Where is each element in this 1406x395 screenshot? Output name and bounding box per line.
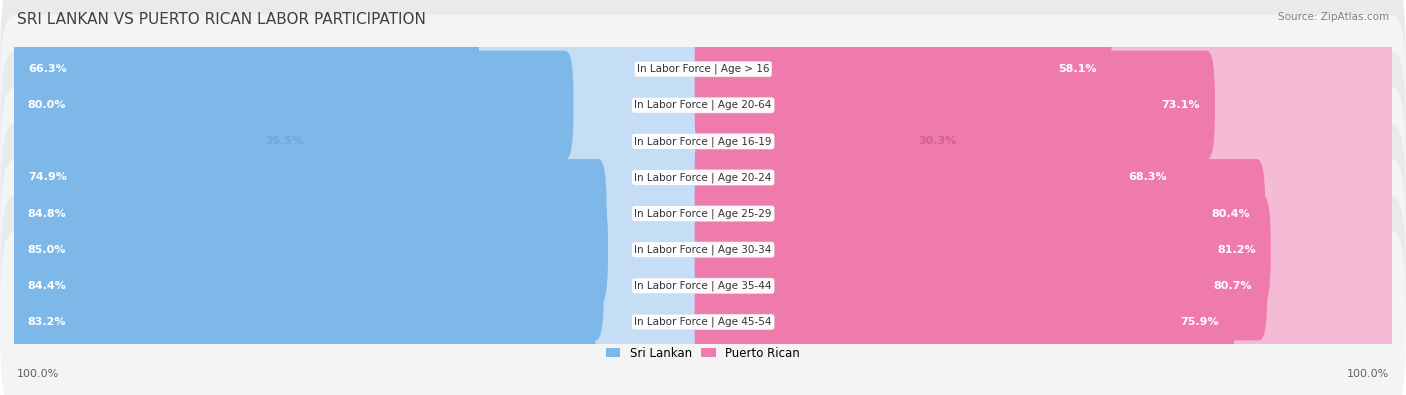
Text: 30.3%: 30.3% bbox=[918, 136, 957, 146]
FancyBboxPatch shape bbox=[0, 0, 1406, 160]
Legend: Sri Lankan, Puerto Rican: Sri Lankan, Puerto Rican bbox=[602, 342, 804, 365]
FancyBboxPatch shape bbox=[6, 51, 711, 160]
FancyBboxPatch shape bbox=[6, 231, 603, 340]
Text: 81.2%: 81.2% bbox=[1218, 245, 1256, 255]
Text: SRI LANKAN VS PUERTO RICAN LABOR PARTICIPATION: SRI LANKAN VS PUERTO RICAN LABOR PARTICI… bbox=[17, 12, 426, 27]
Text: 85.0%: 85.0% bbox=[28, 245, 66, 255]
FancyBboxPatch shape bbox=[0, 15, 1406, 196]
Text: In Labor Force | Age 20-64: In Labor Force | Age 20-64 bbox=[634, 100, 772, 111]
FancyBboxPatch shape bbox=[695, 267, 1234, 376]
Text: 66.3%: 66.3% bbox=[28, 64, 66, 74]
FancyBboxPatch shape bbox=[0, 160, 1406, 340]
Text: 80.7%: 80.7% bbox=[1213, 281, 1253, 291]
FancyBboxPatch shape bbox=[6, 15, 479, 124]
FancyBboxPatch shape bbox=[0, 231, 1406, 395]
FancyBboxPatch shape bbox=[695, 195, 1271, 304]
Text: 84.4%: 84.4% bbox=[28, 281, 66, 291]
Text: 100.0%: 100.0% bbox=[1347, 369, 1389, 379]
Text: 83.2%: 83.2% bbox=[28, 317, 66, 327]
Text: In Labor Force | Age 20-24: In Labor Force | Age 20-24 bbox=[634, 172, 772, 183]
FancyBboxPatch shape bbox=[695, 231, 1400, 340]
FancyBboxPatch shape bbox=[6, 123, 711, 232]
FancyBboxPatch shape bbox=[695, 15, 1400, 124]
FancyBboxPatch shape bbox=[0, 51, 1406, 231]
FancyBboxPatch shape bbox=[695, 195, 1400, 304]
FancyBboxPatch shape bbox=[0, 123, 1406, 304]
Text: Source: ZipAtlas.com: Source: ZipAtlas.com bbox=[1278, 12, 1389, 22]
Text: In Labor Force | Age 25-29: In Labor Force | Age 25-29 bbox=[634, 208, 772, 219]
Text: In Labor Force | Age > 16: In Labor Force | Age > 16 bbox=[637, 64, 769, 74]
FancyBboxPatch shape bbox=[6, 267, 596, 376]
FancyBboxPatch shape bbox=[6, 195, 711, 304]
FancyBboxPatch shape bbox=[6, 267, 711, 376]
Text: 100.0%: 100.0% bbox=[17, 369, 59, 379]
Text: 75.9%: 75.9% bbox=[1181, 317, 1219, 327]
FancyBboxPatch shape bbox=[695, 51, 1215, 160]
FancyBboxPatch shape bbox=[695, 231, 1267, 340]
FancyBboxPatch shape bbox=[6, 15, 711, 124]
FancyBboxPatch shape bbox=[695, 87, 1400, 196]
Text: 80.0%: 80.0% bbox=[28, 100, 66, 110]
Text: 84.8%: 84.8% bbox=[28, 209, 66, 218]
FancyBboxPatch shape bbox=[6, 159, 711, 268]
Text: In Labor Force | Age 16-19: In Labor Force | Age 16-19 bbox=[634, 136, 772, 147]
FancyBboxPatch shape bbox=[0, 87, 1406, 268]
FancyBboxPatch shape bbox=[6, 87, 711, 196]
FancyBboxPatch shape bbox=[695, 159, 1265, 268]
Text: 35.5%: 35.5% bbox=[266, 136, 304, 146]
FancyBboxPatch shape bbox=[695, 15, 1112, 124]
FancyBboxPatch shape bbox=[695, 123, 1182, 232]
Text: 58.1%: 58.1% bbox=[1057, 64, 1097, 74]
Text: 74.9%: 74.9% bbox=[28, 173, 66, 182]
FancyBboxPatch shape bbox=[695, 51, 1400, 160]
Text: 80.4%: 80.4% bbox=[1212, 209, 1250, 218]
FancyBboxPatch shape bbox=[695, 267, 1400, 376]
FancyBboxPatch shape bbox=[0, 196, 1406, 376]
FancyBboxPatch shape bbox=[695, 159, 1400, 268]
Text: In Labor Force | Age 35-44: In Labor Force | Age 35-44 bbox=[634, 280, 772, 291]
FancyBboxPatch shape bbox=[6, 123, 538, 232]
Text: 73.1%: 73.1% bbox=[1161, 100, 1199, 110]
FancyBboxPatch shape bbox=[6, 51, 574, 160]
Text: 68.3%: 68.3% bbox=[1128, 173, 1167, 182]
Text: In Labor Force | Age 45-54: In Labor Force | Age 45-54 bbox=[634, 317, 772, 327]
FancyBboxPatch shape bbox=[6, 195, 607, 304]
FancyBboxPatch shape bbox=[695, 123, 1400, 232]
FancyBboxPatch shape bbox=[6, 231, 711, 340]
FancyBboxPatch shape bbox=[6, 159, 606, 268]
Text: In Labor Force | Age 30-34: In Labor Force | Age 30-34 bbox=[634, 245, 772, 255]
